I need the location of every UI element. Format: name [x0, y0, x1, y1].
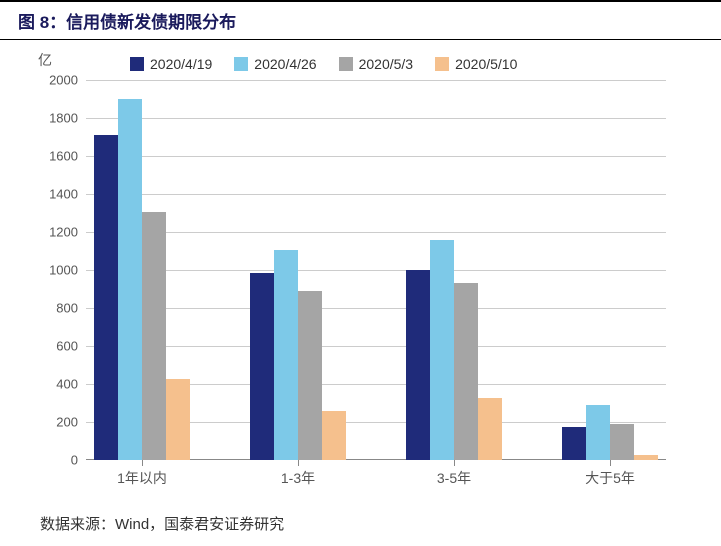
gridline [86, 194, 666, 195]
gridline [86, 232, 666, 233]
legend-item: 2020/5/10 [435, 56, 517, 72]
bar [478, 398, 502, 460]
y-tick-label: 200 [22, 415, 78, 430]
y-tick-label: 2000 [22, 73, 78, 88]
x-tick-label: 1年以内 [117, 468, 167, 488]
y-tick-label: 1200 [22, 225, 78, 240]
legend-item: 2020/5/3 [339, 56, 414, 72]
x-tick-mark [298, 460, 299, 466]
legend-label: 2020/5/10 [455, 56, 517, 72]
plot-region [86, 80, 666, 460]
legend-item: 2020/4/26 [234, 56, 316, 72]
gridline [86, 346, 666, 347]
x-tick-label: 3-5年 [437, 468, 471, 488]
title-divider [0, 39, 721, 40]
bar [430, 240, 454, 460]
y-tick-label: 0 [22, 453, 78, 468]
bar [634, 455, 658, 460]
bar [298, 291, 322, 460]
legend: 2020/4/19 2020/4/26 2020/5/3 2020/5/10 [130, 56, 517, 72]
bar [250, 273, 274, 460]
legend-label: 2020/4/19 [150, 56, 212, 72]
x-tick-mark [454, 460, 455, 466]
x-tick-mark [142, 460, 143, 466]
bar [562, 427, 586, 460]
gridline [86, 270, 666, 271]
bar [406, 270, 430, 460]
x-tick-label: 1-3年 [281, 468, 315, 488]
bar [274, 250, 298, 460]
bar [142, 212, 166, 460]
source-text: 数据来源：Wind，国泰君安证券研究 [40, 513, 284, 534]
y-tick-label: 1800 [22, 111, 78, 126]
figure-container: 图 8：信用债新发债期限分布 亿 2020/4/192020/4/262020/… [0, 0, 721, 546]
y-axis-unit: 亿 [38, 50, 52, 70]
bar [166, 379, 190, 460]
bar [322, 411, 346, 460]
x-tick-label: 大于5年 [585, 468, 635, 488]
y-tick-label: 800 [22, 301, 78, 316]
chart-area: 亿 2020/4/192020/4/262020/5/32020/5/10 02… [30, 48, 690, 488]
legend-item: 2020/4/19 [130, 56, 212, 72]
bar [94, 135, 118, 460]
bar [118, 99, 142, 460]
y-tick-label: 1400 [22, 187, 78, 202]
legend-swatch [435, 57, 449, 71]
y-tick-label: 1000 [22, 263, 78, 278]
legend-swatch [234, 57, 248, 71]
bar [586, 405, 610, 460]
y-tick-label: 600 [22, 339, 78, 354]
x-tick-mark [610, 460, 611, 466]
gridline [86, 308, 666, 309]
legend-label: 2020/4/26 [254, 56, 316, 72]
bar [610, 424, 634, 460]
gridline [86, 156, 666, 157]
legend-swatch [130, 57, 144, 71]
bar [454, 283, 478, 460]
figure-title: 图 8：信用债新发债期限分布 [0, 0, 721, 39]
gridline [86, 118, 666, 119]
gridline [86, 80, 666, 81]
legend-label: 2020/5/3 [359, 56, 414, 72]
y-tick-label: 1600 [22, 149, 78, 164]
legend-swatch [339, 57, 353, 71]
y-tick-label: 400 [22, 377, 78, 392]
